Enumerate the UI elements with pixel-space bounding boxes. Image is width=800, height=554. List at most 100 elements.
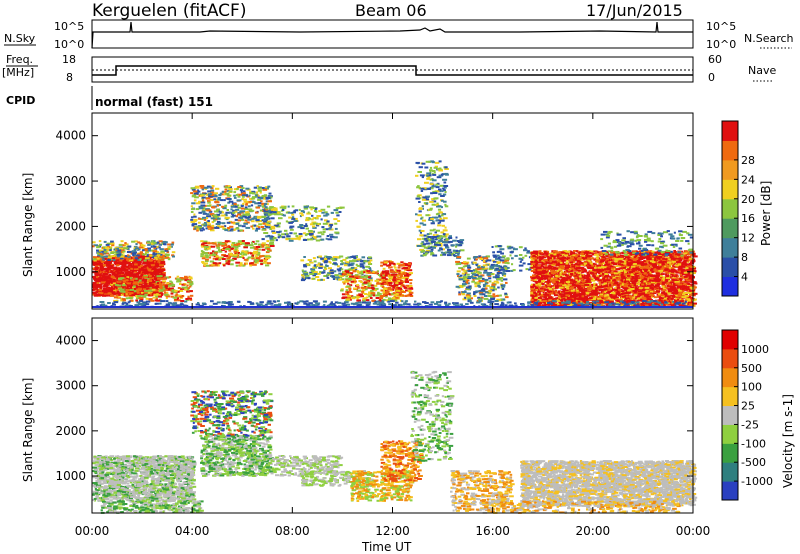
power-echo-cell bbox=[246, 242, 251, 245]
power-echo-cell bbox=[220, 199, 223, 202]
power-echo-cell bbox=[444, 172, 449, 175]
power-echo-cell bbox=[285, 220, 288, 223]
power-echo-cell bbox=[150, 299, 155, 302]
power-echo-cell bbox=[166, 248, 169, 251]
power-echo-cell bbox=[259, 191, 262, 194]
power-echo-cell bbox=[129, 269, 135, 272]
power-echo-cell bbox=[157, 277, 162, 280]
power-echo-cell bbox=[115, 262, 119, 265]
power-echo-cell bbox=[321, 226, 325, 229]
power-echo-cell bbox=[101, 294, 107, 297]
power-echo-cell bbox=[269, 243, 275, 246]
power-echo-cell bbox=[137, 241, 141, 244]
power-echo-cell bbox=[479, 258, 483, 260]
power-echo-cell bbox=[436, 235, 442, 238]
power-echo-cell bbox=[149, 291, 153, 294]
power-echo-cell bbox=[371, 286, 375, 289]
power-echo-cell bbox=[113, 285, 117, 288]
power-echo-cell bbox=[254, 255, 258, 258]
power-echo-cell bbox=[132, 284, 137, 287]
power-echo-cell bbox=[375, 294, 380, 297]
power-echo-cell bbox=[207, 223, 211, 226]
power-echo-cell bbox=[431, 172, 434, 175]
power-echo-cell bbox=[353, 287, 357, 290]
power-echo-cell bbox=[212, 214, 218, 217]
power-echo-cell bbox=[327, 272, 331, 275]
power-echo-cell bbox=[358, 280, 361, 282]
power-echo-cell bbox=[136, 253, 141, 256]
power-echo-cell bbox=[340, 263, 343, 266]
power-echo-cell bbox=[151, 288, 156, 291]
power-echo-cell bbox=[96, 263, 101, 265]
power-echo-cell bbox=[201, 245, 206, 248]
power-echo-cell bbox=[239, 263, 243, 266]
power-echo-cell bbox=[96, 270, 99, 272]
power-echo-cell bbox=[165, 297, 168, 299]
power-echo-cell bbox=[359, 263, 364, 266]
date-title: 17/Jun/2015 bbox=[586, 1, 683, 20]
power-echo-cell bbox=[110, 294, 115, 297]
freq-trace bbox=[92, 65, 693, 76]
power-echo-cell bbox=[122, 263, 127, 266]
power-echo-cell bbox=[369, 297, 373, 299]
power-echo-cell bbox=[213, 210, 217, 213]
power-echo-cell bbox=[442, 233, 446, 236]
power-echo-cell bbox=[268, 222, 271, 225]
power-echo-cell bbox=[397, 296, 400, 299]
power-echo-cell bbox=[419, 207, 422, 210]
power-echo-cell bbox=[220, 256, 224, 259]
power-echo-cell bbox=[175, 278, 181, 281]
power-echo-cell bbox=[436, 176, 442, 179]
power-echo-cell bbox=[148, 277, 152, 280]
power-echo-cell bbox=[255, 194, 258, 197]
power-echo-cell bbox=[309, 261, 314, 264]
power-echo-cell bbox=[306, 263, 310, 266]
power-echo-cell bbox=[353, 280, 357, 283]
power-echo-cell bbox=[292, 217, 298, 220]
power-echo-cell bbox=[228, 252, 232, 255]
power-echo-cell bbox=[200, 253, 204, 256]
power-echo-cell bbox=[444, 229, 448, 232]
power-echo-cell bbox=[160, 251, 165, 254]
nsearch-tick-top: 10^5 bbox=[706, 20, 736, 33]
power-echo-cell bbox=[488, 280, 492, 283]
power-echo-cell bbox=[260, 187, 265, 189]
power-echo-cell bbox=[348, 263, 353, 266]
power-echo-cell bbox=[205, 221, 210, 224]
power-echo-cell bbox=[210, 245, 216, 248]
power-echo-cell bbox=[202, 212, 207, 215]
power-echo-cell bbox=[337, 265, 340, 268]
power-echo-cell bbox=[239, 185, 244, 188]
power-echo-cell bbox=[261, 195, 266, 197]
power-echo-cell bbox=[293, 220, 298, 222]
power-echo-cell bbox=[232, 222, 237, 225]
power-echo-cell bbox=[164, 276, 169, 279]
power-echo-cell bbox=[184, 279, 189, 282]
power-echo-cell bbox=[491, 283, 496, 286]
power-echo-cell bbox=[252, 224, 255, 227]
power-echo-cell bbox=[241, 195, 245, 198]
power-echo-cell bbox=[151, 240, 154, 243]
power-echo-cell bbox=[431, 200, 437, 203]
power-echo-cell bbox=[299, 212, 303, 215]
power-echo-cell bbox=[315, 224, 320, 227]
power-echo-cell bbox=[485, 260, 488, 263]
power-echo-cell bbox=[263, 211, 269, 214]
power-echo-cell bbox=[166, 255, 169, 258]
power-echo-cell bbox=[114, 283, 118, 286]
power-echo-cell bbox=[160, 293, 164, 296]
power-echo-cell bbox=[356, 270, 359, 273]
power-echo-cell bbox=[376, 270, 379, 273]
power-echo-cell bbox=[369, 270, 374, 273]
power-echo-cell bbox=[198, 200, 203, 203]
power-echo-cell bbox=[199, 194, 204, 197]
power-echo-cell bbox=[195, 185, 199, 188]
power-echo-cell bbox=[195, 192, 199, 194]
power-echo-cell bbox=[340, 288, 344, 291]
power-echo-cell bbox=[92, 268, 97, 271]
power-echo-cell bbox=[351, 297, 356, 300]
power-echo-cell bbox=[206, 215, 211, 218]
power-echo-cell bbox=[497, 254, 500, 257]
power-echo-cell bbox=[226, 221, 230, 224]
power-echo-cell bbox=[147, 247, 151, 250]
